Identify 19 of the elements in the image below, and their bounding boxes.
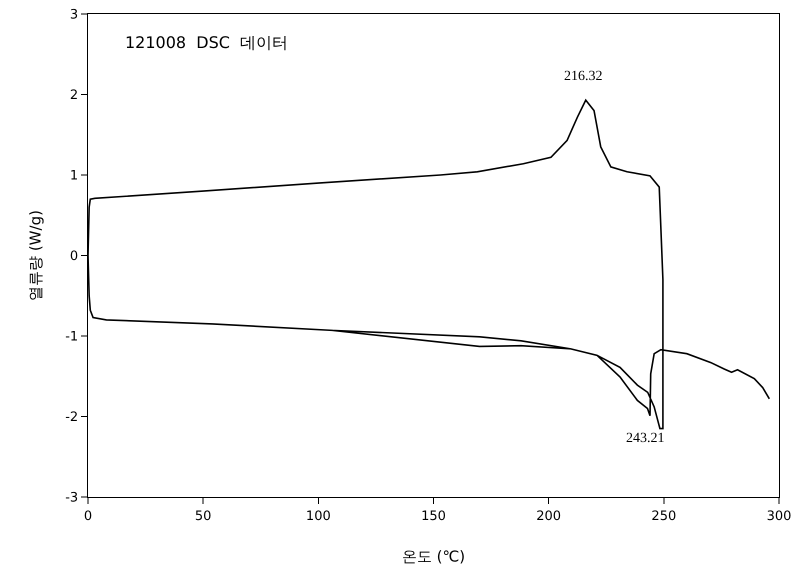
y-tick-label: -3 xyxy=(65,490,78,506)
y-tick-label: 1 xyxy=(70,168,78,184)
y-tick-label: 0 xyxy=(70,249,78,264)
x-axis-title: 온도 (℃) xyxy=(402,548,466,566)
text: 121008 DSC 데이터 xyxy=(125,33,288,52)
x-tick-label: 100 xyxy=(306,508,331,524)
y-tick-label: 2 xyxy=(70,88,78,104)
y-axis-title: 열류량 (W/g) xyxy=(26,210,45,301)
x-tick-label: 200 xyxy=(536,508,562,524)
x-tick-label: 0 xyxy=(84,508,92,524)
x-tick-label: 300 xyxy=(766,508,792,524)
y-tick-label: -1 xyxy=(65,330,78,345)
x-tick-label: 50 xyxy=(194,508,212,524)
y-tick-label: -2 xyxy=(65,410,78,426)
x-tick-label: 150 xyxy=(421,508,446,524)
annotation: 243.21 xyxy=(626,431,664,446)
x-tick-label: 250 xyxy=(651,508,676,524)
annotation: 216.32 xyxy=(564,69,602,84)
y-tick-label: 3 xyxy=(70,8,78,23)
